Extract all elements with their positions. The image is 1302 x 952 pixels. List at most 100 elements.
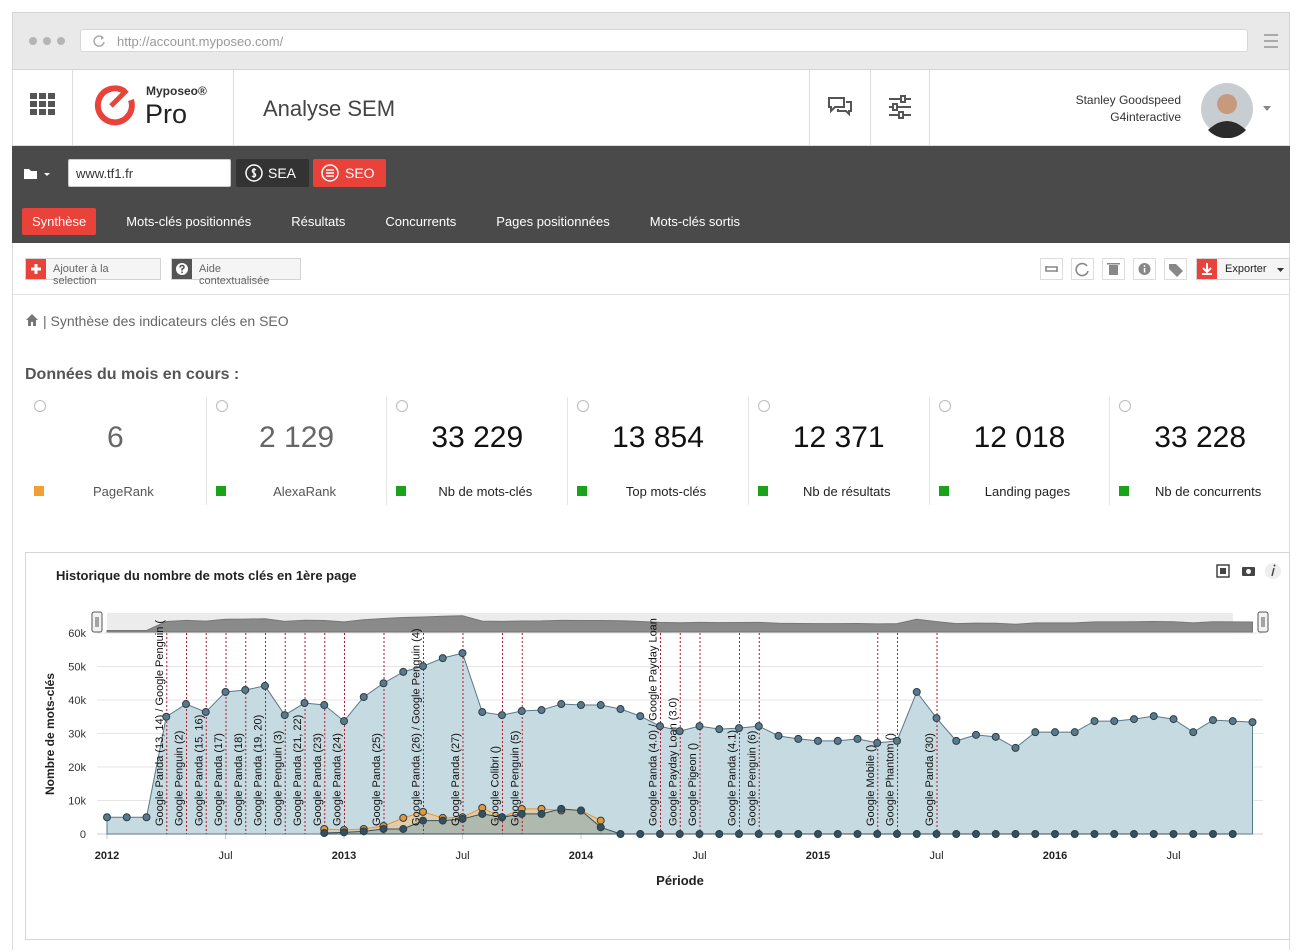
shape (48, 93, 55, 99)
data-point (656, 722, 664, 731)
help-button[interactable]: Aide contextualisée (171, 258, 301, 287)
kpi-color (396, 486, 407, 496)
data-point (853, 830, 862, 838)
data-point (221, 687, 230, 696)
kpi-value: 13 854 (612, 421, 704, 454)
shape (1217, 94, 1237, 114)
shape (1220, 568, 1226, 574)
data-point (280, 711, 289, 720)
navigator-handle[interactable] (91, 611, 103, 633)
tab[interactable]: Mots-clés sortis (649, 214, 740, 229)
data-point (419, 662, 427, 671)
info-icon[interactable] (577, 400, 590, 412)
info-icon[interactable] (34, 400, 46, 412)
shape (1071, 258, 1094, 280)
data-point (537, 809, 546, 818)
shape (26, 314, 38, 326)
user-name[interactable]: Stanley Goodspeed (1075, 93, 1181, 107)
sea-button[interactable]: SEA (236, 159, 309, 187)
data-point (1110, 717, 1119, 726)
chat-icon[interactable] (826, 95, 854, 117)
info-icon[interactable] (1119, 400, 1132, 412)
data-point (359, 827, 368, 836)
chart-tools[interactable] (1216, 563, 1281, 579)
info-icon[interactable] (938, 400, 951, 412)
data-point (912, 830, 921, 838)
sea-icon (245, 164, 263, 182)
home-icon[interactable] (25, 313, 39, 327)
annotations: Google Panda (13, 14) / Google Penguin (… (154, 618, 938, 834)
shape (1169, 264, 1183, 277)
data-point (399, 813, 408, 822)
export-button[interactable]: Exporter (1196, 258, 1290, 280)
kpi-row: 6 PageRank 2 129 AlexaRank 33 229 Nb de mots-… (25, 397, 1290, 505)
data-point (675, 830, 684, 838)
data-point (320, 701, 329, 710)
data-point (1070, 830, 1079, 838)
shape (30, 93, 37, 99)
logo-icon[interactable] (94, 84, 136, 126)
data-point (1051, 830, 1059, 838)
tab[interactable]: Synthèse (22, 208, 97, 235)
seo-icon (321, 164, 339, 182)
tab[interactable]: Pages positionnées (496, 214, 610, 229)
shape (30, 101, 37, 107)
kpi-label: Landing pages (984, 484, 1071, 499)
shape (1202, 263, 1212, 275)
data-point (498, 813, 506, 822)
action-icons[interactable] (1040, 258, 1190, 280)
shape (1264, 40, 1278, 42)
annotation-label: Google Panda (4.0) / Google Payday Loan (648, 618, 660, 826)
app-header (12, 70, 1290, 146)
avatar[interactable] (1200, 82, 1276, 138)
kpi-value: 12 371 (792, 421, 885, 454)
shape (101, 36, 104, 40)
kpi-value: 33 228 (1154, 421, 1247, 454)
info-icon[interactable] (396, 400, 409, 412)
kpi-label: Top mots-clés (625, 484, 707, 499)
info-icon[interactable] (215, 400, 228, 412)
data-point (103, 813, 111, 822)
shape (1143, 268, 1146, 273)
data-point (1090, 830, 1099, 838)
kpi-label: Nb de concurrents (1155, 484, 1262, 499)
domain-input[interactable]: www.tf1.fr (68, 159, 231, 187)
annotation-label: Google Panda (17) (213, 733, 225, 826)
shape (892, 95, 906, 119)
settings-icon[interactable] (888, 95, 912, 119)
shape (1109, 265, 1118, 275)
data-point (596, 701, 605, 710)
x-tick-label: Jul (1166, 850, 1180, 862)
navigator-handle[interactable] (1257, 611, 1269, 633)
tab[interactable]: Concurrents (385, 214, 457, 229)
x-axis-label: Période (656, 873, 704, 888)
x-tick-label: Jul (455, 850, 469, 862)
reload-icon[interactable] (92, 34, 106, 48)
annotation-label: Google Panda (26) / Google Penguin (4) (411, 628, 423, 826)
shape (1271, 567, 1275, 577)
address-bar[interactable]: http://account.myposeo.com/ (80, 29, 1248, 52)
seo-button[interactable]: SEO (313, 159, 386, 187)
folder-menu[interactable] (23, 166, 55, 182)
shape (1264, 46, 1278, 48)
data-point (1209, 716, 1217, 725)
apps-icon[interactable] (30, 93, 56, 117)
annotation-label: Google Penguin (2) (174, 731, 186, 826)
data-point (557, 804, 566, 813)
tab[interactable]: Mots-clés positionnés (126, 214, 252, 229)
y-tick-label: 60k (68, 628, 86, 640)
data-point (419, 816, 427, 825)
annotation-label: Google Panda (15, 16) (193, 715, 205, 826)
data-point (458, 649, 467, 658)
data-point (1189, 728, 1198, 737)
add-button[interactable]: Ajouter à la selection (25, 258, 161, 287)
info-icon[interactable] (757, 400, 770, 412)
kpi-color (215, 486, 226, 496)
data-point (596, 816, 605, 825)
shape (1273, 564, 1276, 567)
tab[interactable]: Résultats (291, 214, 346, 229)
kpi-color (1119, 486, 1130, 496)
data-point (932, 830, 941, 838)
navigator-area (106, 615, 1253, 633)
